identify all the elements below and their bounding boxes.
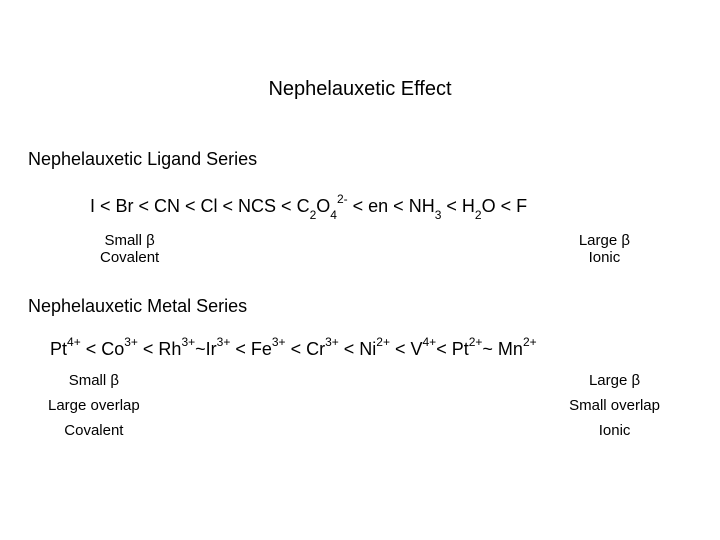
ligand-left-labels: Small β Covalent — [100, 232, 159, 266]
ligand-right-l1: Large β — [579, 232, 630, 249]
ligand-labels: Small β Covalent Large β Ionic — [100, 232, 630, 266]
metal-left-l2: Large overlap — [48, 397, 140, 414]
metal-series: Pt4+ < Co3+ < Rh3+~Ir3+ < Fe3+ < Cr3+ < … — [50, 337, 720, 360]
metal-left-l1: Small β — [48, 372, 140, 389]
ligand-left-l1: Small β — [100, 232, 159, 249]
metal-item: Pt4+ < Co3+ < Rh3+~Ir3+ < Fe3+ < Cr3+ < … — [50, 339, 537, 359]
ligand-item: I < Br < CN < Cl < NCS < C2O42- < en < N… — [90, 196, 527, 216]
metal-series-heading: Nephelauxetic Metal Series — [28, 296, 720, 317]
ligand-left-l2: Covalent — [100, 249, 159, 266]
metal-right-labels: Large β Small overlap Ionic — [569, 372, 660, 439]
ligand-right-l2: Ionic — [579, 249, 630, 266]
page-title: Nephelauxetic Effect — [0, 0, 720, 101]
metal-right-l3: Ionic — [569, 422, 660, 439]
ligand-right-labels: Large β Ionic — [579, 232, 630, 266]
metal-left-labels: Small β Large overlap Covalent — [48, 372, 140, 439]
ligand-series-heading: Nephelauxetic Ligand Series — [28, 149, 720, 170]
metal-labels: Small β Large overlap Covalent Large β S… — [48, 372, 660, 439]
ligand-series: I < Br < CN < Cl < NCS < C2O42- < en < N… — [90, 194, 720, 220]
metal-left-l3: Covalent — [48, 422, 140, 439]
metal-right-l1: Large β — [569, 372, 660, 389]
metal-right-l2: Small overlap — [569, 397, 660, 414]
